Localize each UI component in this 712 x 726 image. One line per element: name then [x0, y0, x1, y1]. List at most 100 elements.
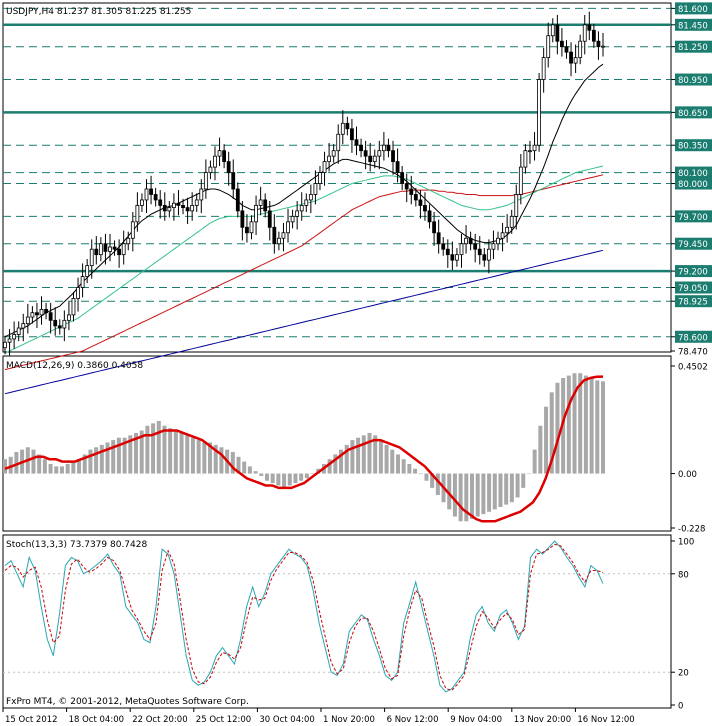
price-label: 79.700 [678, 213, 708, 223]
candle-body [372, 155, 377, 163]
candle-body [67, 314, 71, 321]
price-label: 80.100 [678, 169, 708, 179]
candle-body [254, 205, 258, 223]
macd-bar [344, 444, 349, 474]
candle-body [445, 248, 450, 256]
price-level-tag [675, 177, 712, 190]
macd-bar [458, 473, 463, 522]
time-label: 1 Nov 20:00 [323, 715, 375, 725]
macd-bar [447, 473, 452, 510]
price-label: 80.950 [678, 76, 708, 86]
macd-bar [219, 447, 224, 474]
macd-bar [544, 406, 549, 474]
candle-body [573, 57, 578, 64]
macd-bar [253, 471, 258, 474]
macd-bar [179, 432, 184, 474]
time-label: 15 Oct 2012 [5, 715, 58, 725]
price-level-tag [675, 40, 712, 53]
macd-bar [128, 435, 133, 474]
macd-bar [299, 473, 304, 481]
candle-body [518, 166, 523, 195]
candle-body [286, 221, 290, 234]
candle-body [601, 45, 605, 48]
price-label: 79.200 [678, 268, 708, 278]
price-label: 78.600 [678, 333, 708, 343]
price-label: 80.000 [678, 180, 708, 190]
candle-body [153, 194, 158, 201]
macd-bar [464, 473, 469, 522]
candle-body [486, 248, 491, 261]
macd-bar [572, 373, 577, 474]
macd-bar [264, 473, 269, 481]
candle-body [350, 128, 354, 141]
macd-bar [555, 382, 560, 474]
candle-body [304, 199, 309, 206]
macd-bar [333, 454, 338, 474]
copyright-label: FxPro MT4, © 2001-2012, MetaQuotes Softw… [6, 697, 249, 707]
price-label: 81.600 [678, 5, 708, 15]
macd-bar [549, 392, 554, 474]
macd-bar [401, 459, 406, 474]
macd-bar [202, 442, 207, 474]
stoch-main-line [4, 540, 604, 693]
candle-body [263, 199, 268, 212]
macd-bar [452, 473, 457, 517]
candle-body [71, 298, 76, 316]
stochastic-lines [3, 540, 671, 693]
candle-body [596, 40, 601, 48]
candle-body [130, 221, 135, 239]
candle-body [290, 215, 295, 223]
macd-bar [37, 454, 42, 474]
macd-bar [259, 473, 264, 476]
candle-body [162, 205, 167, 212]
price-level-tag [675, 295, 712, 308]
candle-body [25, 316, 30, 325]
macd-bar [504, 473, 509, 505]
macd-bar [65, 463, 70, 474]
candle-body [591, 29, 596, 42]
macd-axis: 0.4502 0.00 -0.228 [671, 363, 708, 535]
price-label: 80.650 [678, 109, 708, 119]
macd-bar [509, 473, 514, 503]
candle-body [423, 205, 427, 212]
candle-body [249, 221, 254, 234]
macd-bar [498, 473, 503, 507]
macd-bar [390, 449, 395, 474]
stoch-axis-label: 100 [678, 538, 694, 548]
macd-bar [532, 449, 537, 474]
candle-body [172, 202, 176, 209]
price-level-tag [675, 166, 712, 179]
candle-body [126, 237, 131, 245]
candle-body [395, 161, 400, 173]
candle-body [381, 144, 386, 152]
macd-bar [424, 473, 429, 481]
candle-body [222, 150, 227, 163]
candle-body [140, 199, 144, 206]
candle-body [340, 122, 345, 135]
price-level-tag [675, 330, 712, 343]
candle-body [203, 172, 208, 190]
candle-body [176, 202, 181, 206]
candle-body [386, 144, 391, 152]
price-level-tag [675, 18, 712, 31]
macd-bar [14, 452, 19, 474]
price-axis: 81.600 81.450 81.250 80.950 80.650 80.350 80.1… [671, 2, 712, 358]
candle-body [108, 246, 112, 252]
candle-body [267, 210, 272, 228]
candle-body [103, 243, 108, 252]
macd-bar [287, 473, 292, 486]
candle-body [514, 194, 519, 217]
stoch-label: Stoch(13,3,3) 73.7379 80.7428 [6, 540, 147, 550]
candle-body [578, 40, 583, 59]
macd-bar [88, 449, 93, 474]
candle-body [35, 312, 39, 316]
macd-bar [208, 442, 213, 474]
candle-body [121, 243, 126, 256]
macd-bar [82, 454, 87, 474]
candle-body [468, 237, 473, 245]
macd-bar [339, 449, 344, 474]
macd-bar [270, 473, 275, 484]
macd-bar [310, 473, 315, 475]
candle-body [167, 207, 172, 212]
